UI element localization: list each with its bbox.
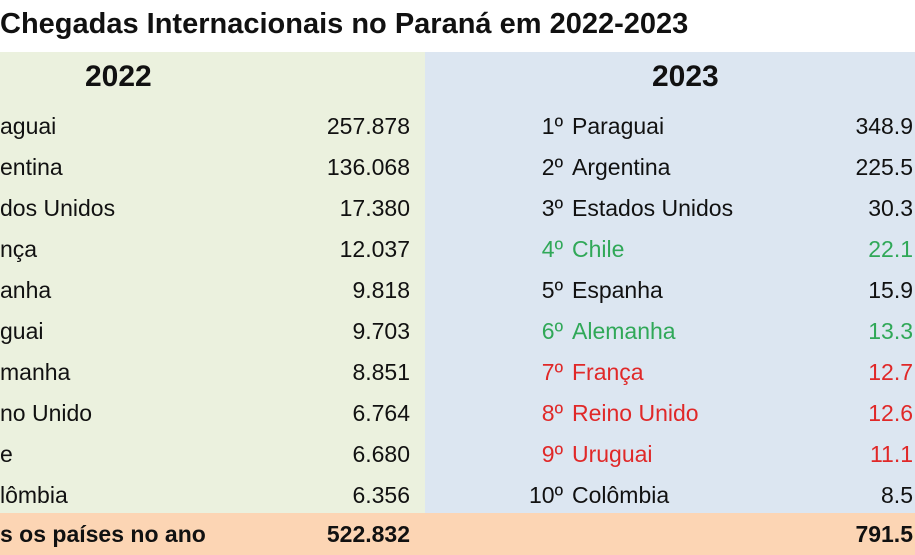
value-2022: 6.764: [352, 400, 410, 426]
country-2023: Espanha: [572, 277, 663, 303]
country-2023: Reino Unido: [572, 400, 699, 426]
value-2022: 8.851: [352, 359, 410, 385]
title: Chegadas Internacionais no Paraná em 202…: [0, 8, 689, 40]
country-2022: aguai: [0, 113, 57, 139]
country-2022: lômbia: [0, 482, 68, 508]
rank-2023: 6º: [541, 318, 563, 344]
header-2023: 2023: [652, 60, 719, 93]
panel-2022: [0, 52, 425, 513]
country-2023: Uruguai: [572, 441, 653, 467]
value-2022: 136.068: [326, 154, 410, 180]
value-2023: 8.5: [881, 482, 913, 508]
total-2023: 791.5: [855, 521, 913, 547]
value-2022: 257.878: [326, 113, 410, 139]
country-2022: entina: [0, 154, 63, 180]
value-2022: 17.380: [339, 195, 410, 221]
country-2023: Chile: [572, 236, 625, 262]
country-2023: Argentina: [572, 154, 671, 180]
value-2022: 9.703: [352, 318, 410, 344]
country-2023: Colômbia: [572, 482, 670, 508]
value-2023: 12.7: [868, 359, 913, 385]
value-2022: 6.356: [352, 482, 410, 508]
total-label: s os países no ano: [0, 521, 206, 547]
country-2022: no Unido: [0, 400, 93, 426]
country-2022: dos Unidos: [0, 195, 116, 221]
value-2023: 13.3: [868, 318, 913, 344]
total-2022: 522.832: [326, 521, 410, 547]
rank-2023: 10º: [529, 482, 563, 508]
value-2022: 9.818: [352, 277, 410, 303]
value-2023: 30.3: [868, 195, 913, 221]
country-2022: manha: [0, 359, 71, 385]
country-2023: Alemanha: [572, 318, 676, 344]
rank-2023: 8º: [541, 400, 563, 426]
country-2023: Estados Unidos: [572, 195, 734, 221]
value-2023: 11.1: [869, 441, 913, 467]
rank-2023: 2º: [541, 154, 563, 180]
country-2022: anha: [0, 277, 52, 303]
country-2022: guai: [0, 318, 44, 344]
rank-2023: 5º: [541, 277, 563, 303]
rank-2023: 4º: [541, 236, 563, 262]
value-2022: 6.680: [352, 441, 410, 467]
value-2022: 12.037: [339, 236, 410, 262]
country-2023: França: [572, 359, 644, 385]
panel-2023: [425, 52, 915, 513]
value-2023: 22.1: [868, 236, 913, 262]
country-2022: nça: [0, 236, 38, 262]
value-2023: 348.9: [855, 113, 913, 139]
total-row: [0, 513, 915, 555]
value-2023: 12.6: [868, 400, 913, 426]
country-2023: Paraguai: [572, 113, 665, 139]
country-2022: e: [0, 441, 13, 467]
header-2022: 2022: [85, 60, 152, 93]
value-2023: 15.9: [868, 277, 913, 303]
rank-2023: 3º: [541, 195, 563, 221]
rank-2023: 1º: [541, 113, 563, 139]
rank-2023: 9º: [541, 441, 563, 467]
rank-2023: 7º: [541, 359, 563, 385]
value-2023: 225.5: [855, 154, 913, 180]
